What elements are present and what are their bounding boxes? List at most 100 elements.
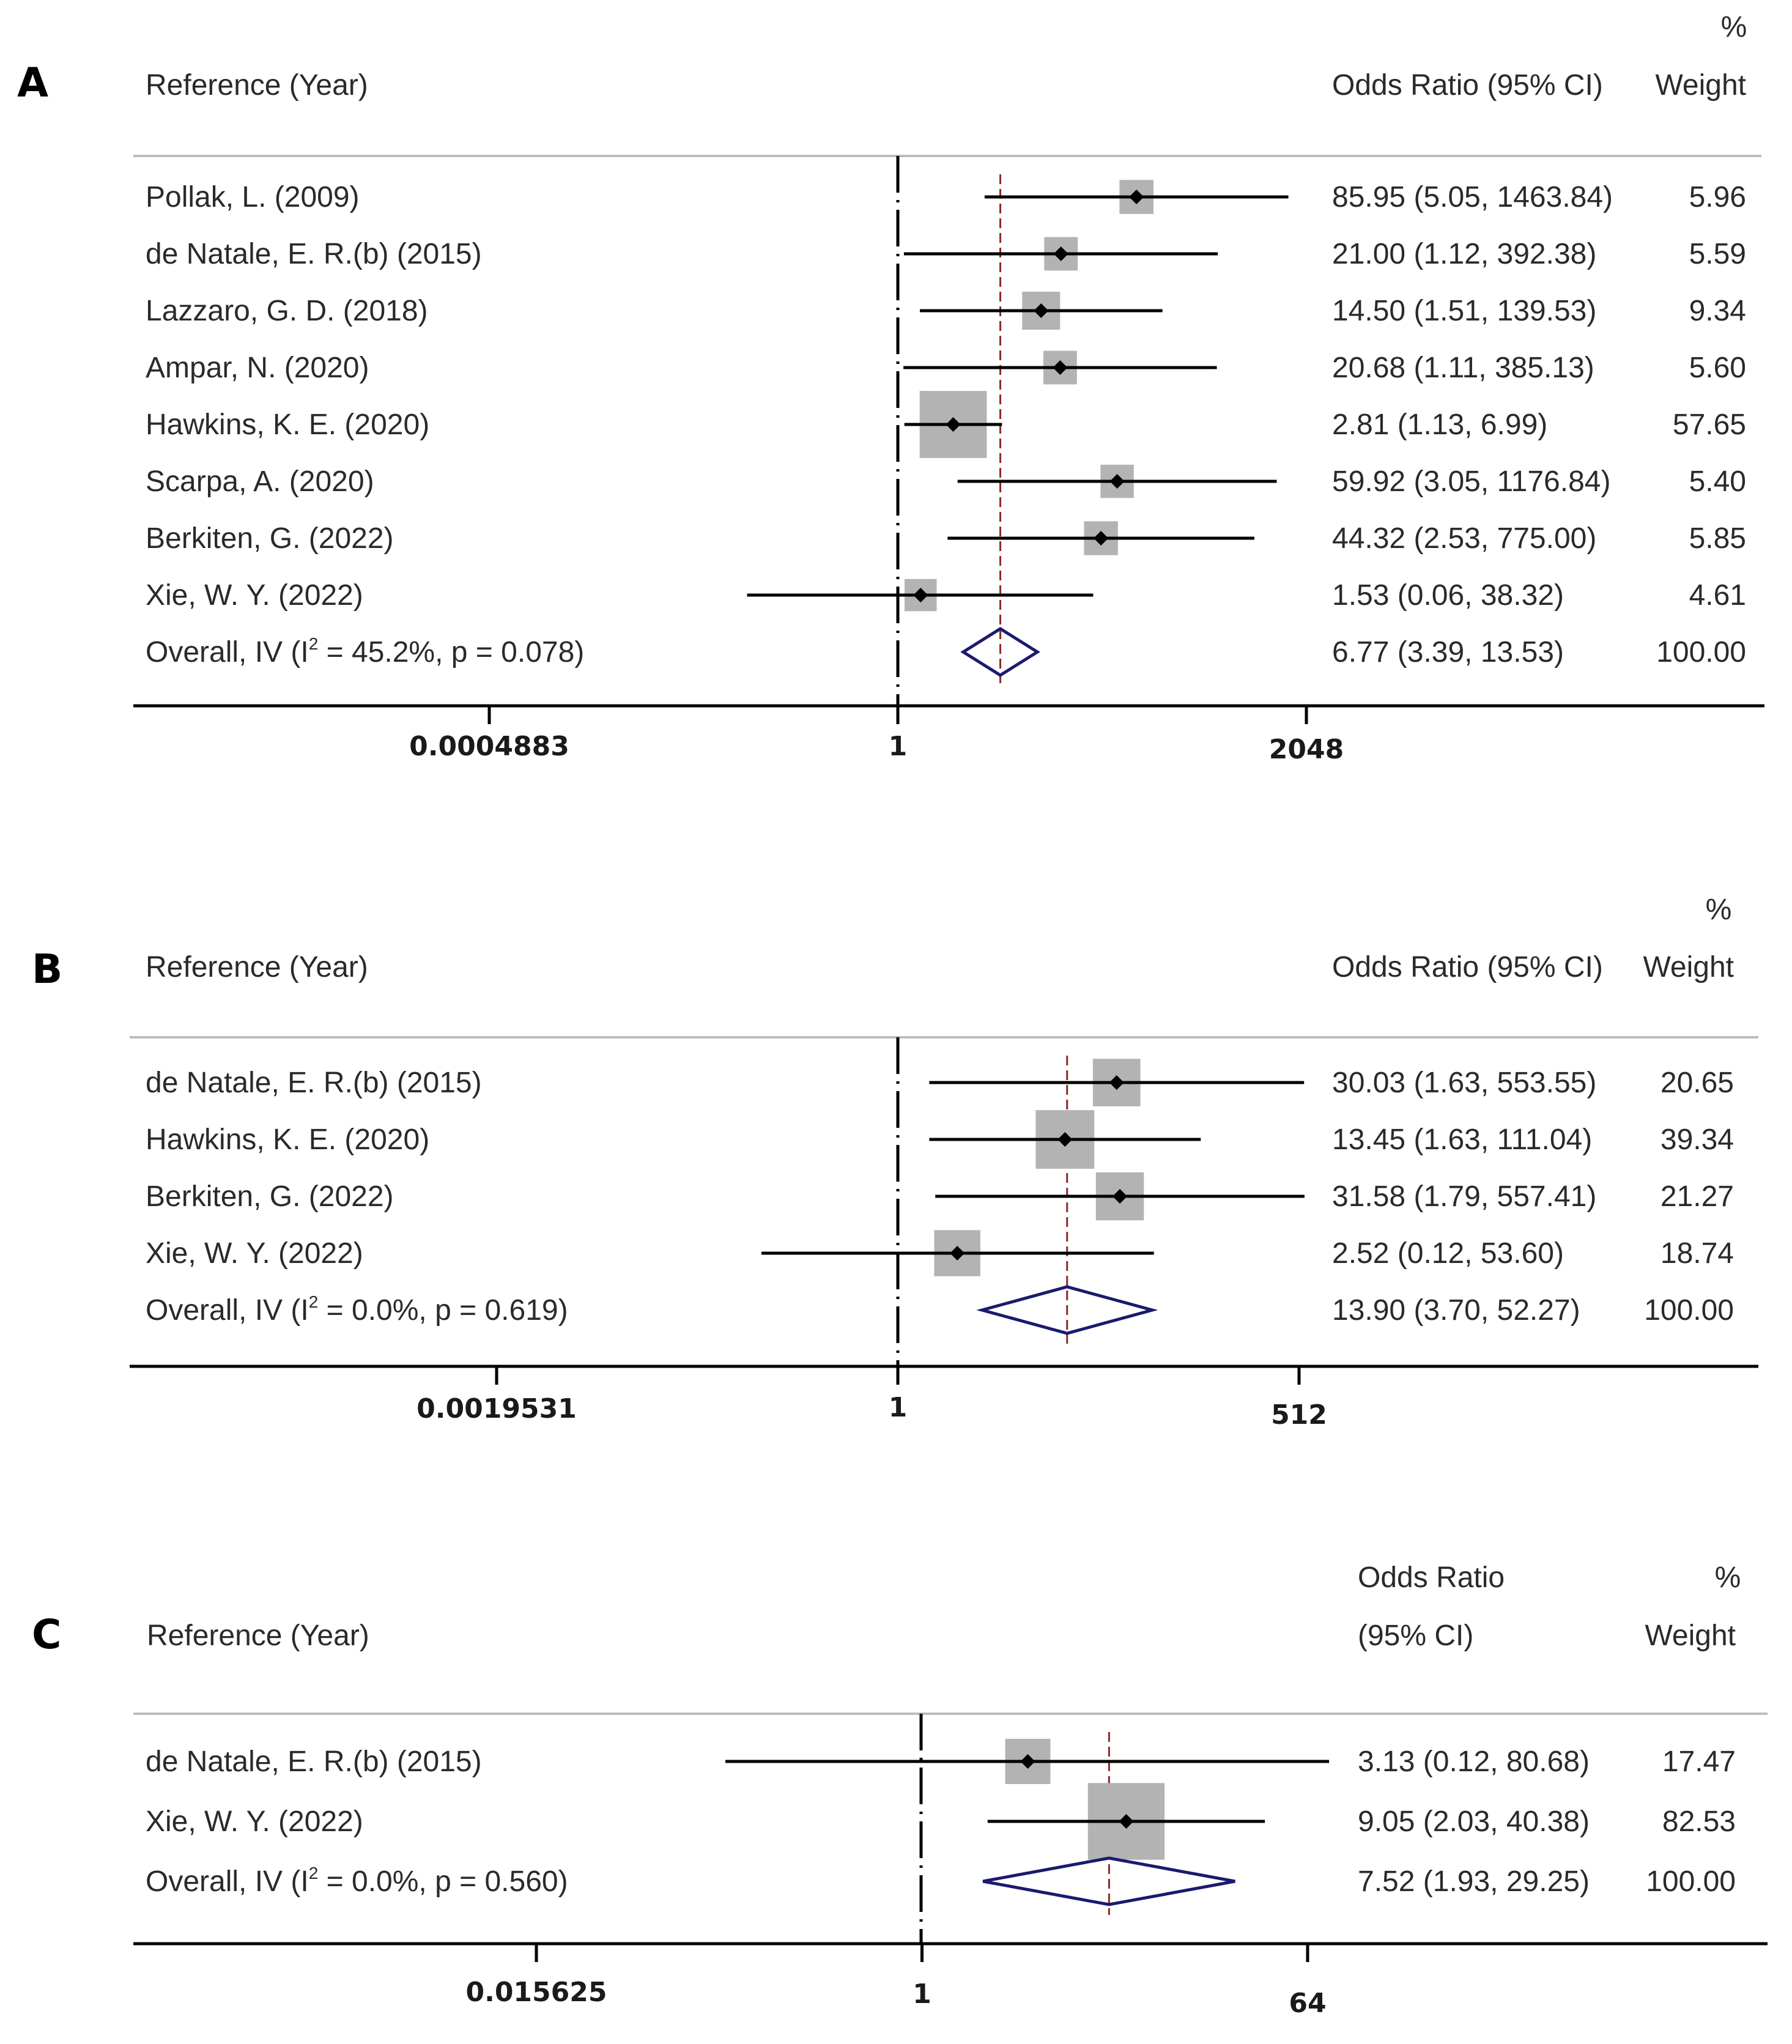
percent-header: % [1715, 1561, 1741, 1594]
overall-label: Overall, IV (I2 = 0.0%, p = 0.619) [146, 1292, 568, 1327]
overall-ci-text: 7.52 (1.93, 29.25) [1358, 1865, 1590, 1898]
point-estimate-marker [1053, 360, 1068, 375]
overall-ci-text: 6.77 (3.39, 13.53) [1332, 636, 1564, 668]
odds-ratio-column-header: Odds Ratio [1358, 1561, 1505, 1594]
study-column-header: Reference (Year) [146, 951, 368, 983]
overall-ci-text: 13.90 (3.70, 52.27) [1332, 1294, 1580, 1327]
forest-panel-b: B% Reference (Year) Odds Ratio (95% CI) Wei… [32, 894, 1758, 1431]
x-axis-tick-label: 2048 [1269, 734, 1344, 765]
study-label: de Natale, E. R.(b) (2015) [146, 1746, 482, 1778]
x-axis-tick-label: 64 [1289, 1988, 1326, 2019]
panel-letter: B [32, 946, 62, 993]
study-weight-text: 18.74 [1661, 1237, 1734, 1270]
x-axis-tick-label: 0.0004883 [409, 731, 569, 762]
point-estimate-marker [1113, 1189, 1128, 1204]
study-weight-text: 39.34 [1661, 1124, 1734, 1156]
point-estimate-marker [1129, 190, 1144, 204]
x-axis-tick-label: 1 [889, 1392, 908, 1423]
overall-diamond [976, 1285, 1158, 1335]
study-label: Scarpa, A. (2020) [146, 465, 374, 498]
point-estimate-marker [946, 417, 961, 432]
study-label: Ampar, N. (2020) [146, 352, 369, 384]
x-axis-tick-label: 512 [1271, 1399, 1327, 1431]
study-weight-text: 82.53 [1662, 1805, 1736, 1838]
point-estimate-marker [1020, 1754, 1035, 1769]
study-weight-text: 21.27 [1661, 1180, 1734, 1213]
study-label: Lazzaro, G. D. (2018) [146, 295, 428, 327]
x-axis-tick-label: 1 [889, 731, 908, 762]
study-column-header: Reference (Year) [146, 69, 368, 102]
study-label: de Natale, E. R.(b) (2015) [146, 238, 482, 270]
study-column-header: Reference (Year) [147, 1620, 369, 1652]
overall-diamond [982, 1856, 1235, 1906]
overall-label-main: Overall, IV (I [146, 1865, 309, 1898]
study-ci-text: 1.53 (0.06, 38.32) [1332, 579, 1564, 612]
weight-column-header: Weight [1643, 951, 1734, 983]
study-label: Xie, W. Y. (2022) [146, 1237, 363, 1270]
overall-label-rest: = 0.0%, p = 0.619) [318, 1294, 568, 1327]
study-ci-text: 30.03 (1.63, 553.55) [1332, 1067, 1596, 1099]
study-ci-text: 14.50 (1.51, 139.53) [1332, 295, 1596, 327]
study-weight-text: 5.40 [1689, 465, 1746, 498]
x-axis-tick-label: 0.015625 [465, 1977, 607, 2008]
study-label: Xie, W. Y. (2022) [146, 1805, 363, 1838]
point-estimate-marker [1094, 531, 1109, 546]
forest-panel-c: C% Reference (Year) Odds Ratio (95% CI) Weig… [32, 1561, 1768, 2019]
study-weight-text: 17.47 [1662, 1746, 1736, 1778]
overall-label-superscript: 2 [309, 1864, 319, 1883]
point-estimate-marker [1109, 474, 1125, 489]
overall-label: Overall, IV (I2 = 45.2%, p = 0.078) [146, 634, 584, 668]
odds-ratio-column-header: Odds Ratio (95% CI) [1332, 951, 1603, 983]
study-ci-text: 44.32 (2.53, 775.00) [1332, 522, 1596, 555]
study-weight-text: 4.61 [1689, 579, 1746, 612]
study-ci-text: 21.00 (1.12, 392.38) [1332, 238, 1596, 270]
panel-letter: A [17, 59, 48, 106]
weight-column-header: Weight [1645, 1620, 1736, 1652]
overall-label-rest: = 45.2%, p = 0.078) [318, 636, 584, 668]
odds-ratio-column-header: Odds Ratio (95% CI) [1332, 69, 1603, 102]
study-label: Berkiten, G. (2022) [146, 1180, 394, 1213]
study-weight-text: 20.65 [1661, 1067, 1734, 1099]
point-estimate-marker [1053, 246, 1068, 261]
point-estimate-marker [1119, 1814, 1134, 1829]
x-axis-tick-label: 0.0019531 [417, 1393, 577, 1424]
percent-header: % [1706, 894, 1732, 926]
study-weight-text: 5.96 [1689, 181, 1746, 213]
study-weight-text: 5.59 [1689, 238, 1746, 270]
weight-column-header: Weight [1655, 69, 1746, 102]
study-label: Hawkins, K. E. (2020) [146, 1124, 429, 1156]
study-weight-text: 5.60 [1689, 352, 1746, 384]
overall-weight-text: 100.00 [1646, 1865, 1736, 1898]
overall-label-superscript: 2 [309, 1292, 319, 1311]
overall-label: Overall, IV (I2 = 0.0%, p = 0.560) [146, 1864, 568, 1898]
study-label: de Natale, E. R.(b) (2015) [146, 1067, 482, 1099]
forest-panel-a: A% Reference (Year) Odds Ratio (95% CI) Wei… [17, 11, 1764, 765]
overall-weight-text: 100.00 [1644, 1294, 1734, 1327]
overall-diamond [960, 627, 1040, 677]
ci-column-header: (95% CI) [1358, 1620, 1473, 1652]
panel-letter: C [32, 1611, 61, 1658]
point-estimate-marker [950, 1246, 965, 1261]
study-weight-text: 5.85 [1689, 522, 1746, 555]
point-estimate-marker [913, 588, 928, 602]
study-weight-text: 57.65 [1673, 409, 1746, 441]
study-ci-text: 85.95 (5.05, 1463.84) [1332, 181, 1613, 213]
overall-weight-text: 100.00 [1656, 636, 1746, 668]
point-estimate-marker [1109, 1075, 1124, 1090]
study-ci-text: 20.68 (1.11, 385.13) [1332, 352, 1594, 384]
study-ci-text: 3.13 (0.12, 80.68) [1358, 1746, 1590, 1778]
x-axis-tick-label: 1 [913, 1979, 931, 2010]
study-label: Berkiten, G. (2022) [146, 522, 394, 555]
study-ci-text: 2.81 (1.13, 6.99) [1332, 409, 1547, 441]
study-weight-text: 9.34 [1689, 295, 1746, 327]
study-ci-text: 59.92 (3.05, 1176.84) [1332, 465, 1610, 498]
study-label: Xie, W. Y. (2022) [146, 579, 363, 612]
overall-label-rest: = 0.0%, p = 0.560) [318, 1865, 568, 1898]
study-ci-text: 9.05 (2.03, 40.38) [1358, 1805, 1590, 1838]
study-ci-text: 13.45 (1.63, 111.04) [1332, 1124, 1592, 1156]
point-estimate-marker [1057, 1132, 1073, 1147]
point-estimate-marker [1034, 303, 1049, 318]
overall-label-main: Overall, IV (I [146, 636, 309, 668]
study-label: Pollak, L. (2009) [146, 181, 360, 213]
